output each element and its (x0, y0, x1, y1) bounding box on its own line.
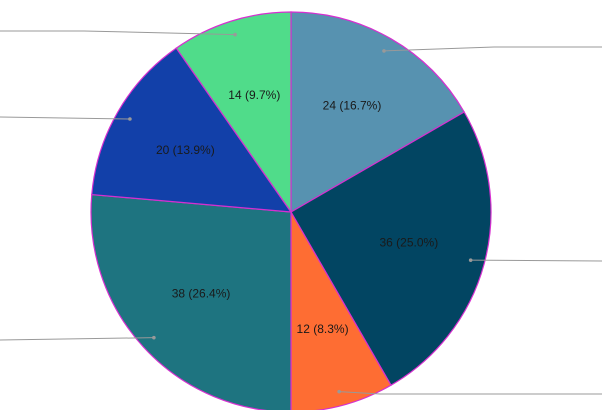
leader-line (470, 259, 602, 262)
leader-line (339, 391, 602, 395)
leader-line (0, 337, 154, 341)
leader-line (0, 30, 236, 36)
slice-labels: 24 (16.7%) 36 (25.0%) 12 (8.3%) 38 (26.4%) 2… (156, 88, 438, 336)
leader-line (383, 46, 602, 52)
pie-slice (290, 11, 466, 214)
pie-slice (90, 193, 292, 410)
pie-slice (290, 209, 392, 410)
slice-value-label: 20 (13.9%) (156, 143, 215, 157)
slice-value-label: 38 (26.4%) (172, 287, 231, 301)
pie-slice (91, 47, 293, 213)
pie-slice (290, 111, 492, 387)
slice-value-label: 14 (9.7%) (228, 88, 280, 102)
slice-value-label: 36 (25.0%) (379, 236, 438, 250)
slice-value-label: 12 (8.3%) (297, 322, 349, 336)
pie-slices (90, 11, 492, 410)
leader-lines (0, 30, 602, 395)
slice-value-label: 24 (16.7%) (323, 99, 382, 113)
pie-slice (175, 11, 292, 214)
leader-line (0, 116, 130, 120)
